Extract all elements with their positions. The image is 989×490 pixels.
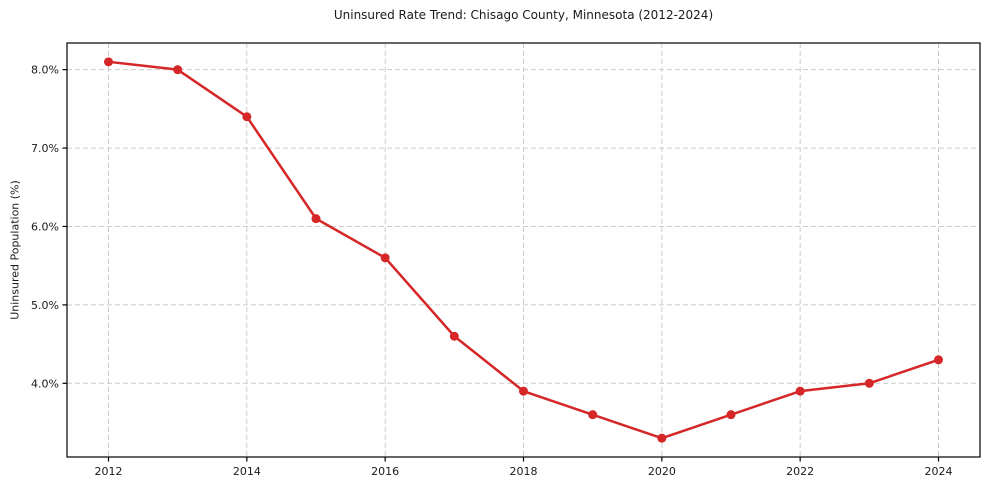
y-tick-label: 8.0% [31, 64, 59, 77]
y-tick-label: 4.0% [31, 377, 59, 390]
data-point-2014 [242, 112, 252, 122]
data-point-2016 [380, 253, 390, 263]
data-point-2021 [726, 410, 736, 420]
x-tick-label: 2012 [95, 465, 123, 478]
chart-title: Uninsured Rate Trend: Chisago County, Mi… [333, 8, 714, 22]
data-point-2015 [311, 214, 321, 224]
data-point-2023 [864, 378, 874, 388]
x-tick-label: 2018 [510, 465, 538, 478]
data-point-2024 [934, 355, 943, 365]
data-point-2018 [519, 386, 528, 396]
x-tick-label: 2016 [371, 465, 399, 478]
x-tick-label: 2022 [786, 465, 814, 478]
data-point-2022 [795, 386, 805, 396]
x-tick-label: 2020 [648, 465, 676, 478]
data-point-2012 [104, 57, 113, 67]
data-point-2019 [588, 410, 598, 420]
data-point-2020 [657, 433, 667, 443]
data-point-2017 [449, 331, 459, 341]
x-tick-label: 2014 [233, 465, 261, 478]
data-point-2013 [173, 65, 183, 75]
y-tick-label: 7.0% [31, 142, 59, 155]
y-tick-label: 5.0% [31, 299, 59, 312]
y-tick-label: 6.0% [31, 220, 59, 233]
x-tick-label: 2024 [925, 465, 953, 478]
